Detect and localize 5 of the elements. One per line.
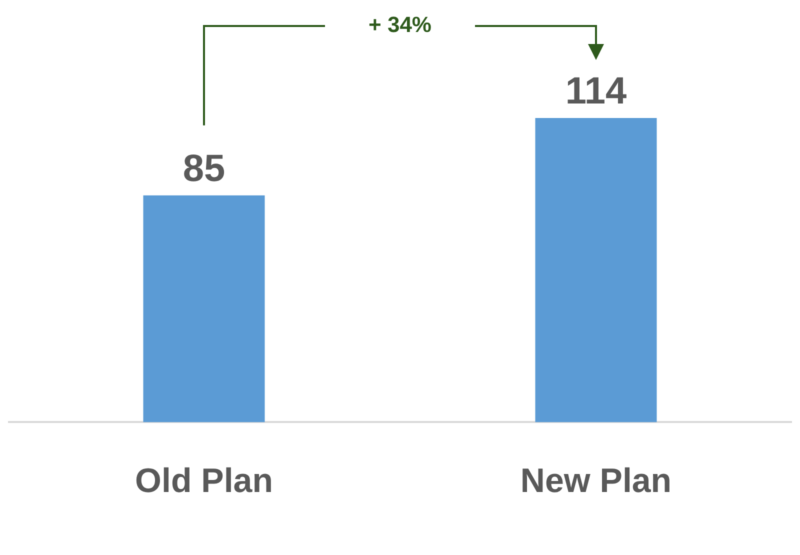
data-label: 85 — [182, 148, 226, 190]
text: + 34% — [368, 12, 432, 38]
x-tick-label: Old Plan — [135, 462, 273, 500]
x-tick-label: New Plan — [520, 462, 672, 500]
data-label: 114 — [565, 70, 627, 112]
